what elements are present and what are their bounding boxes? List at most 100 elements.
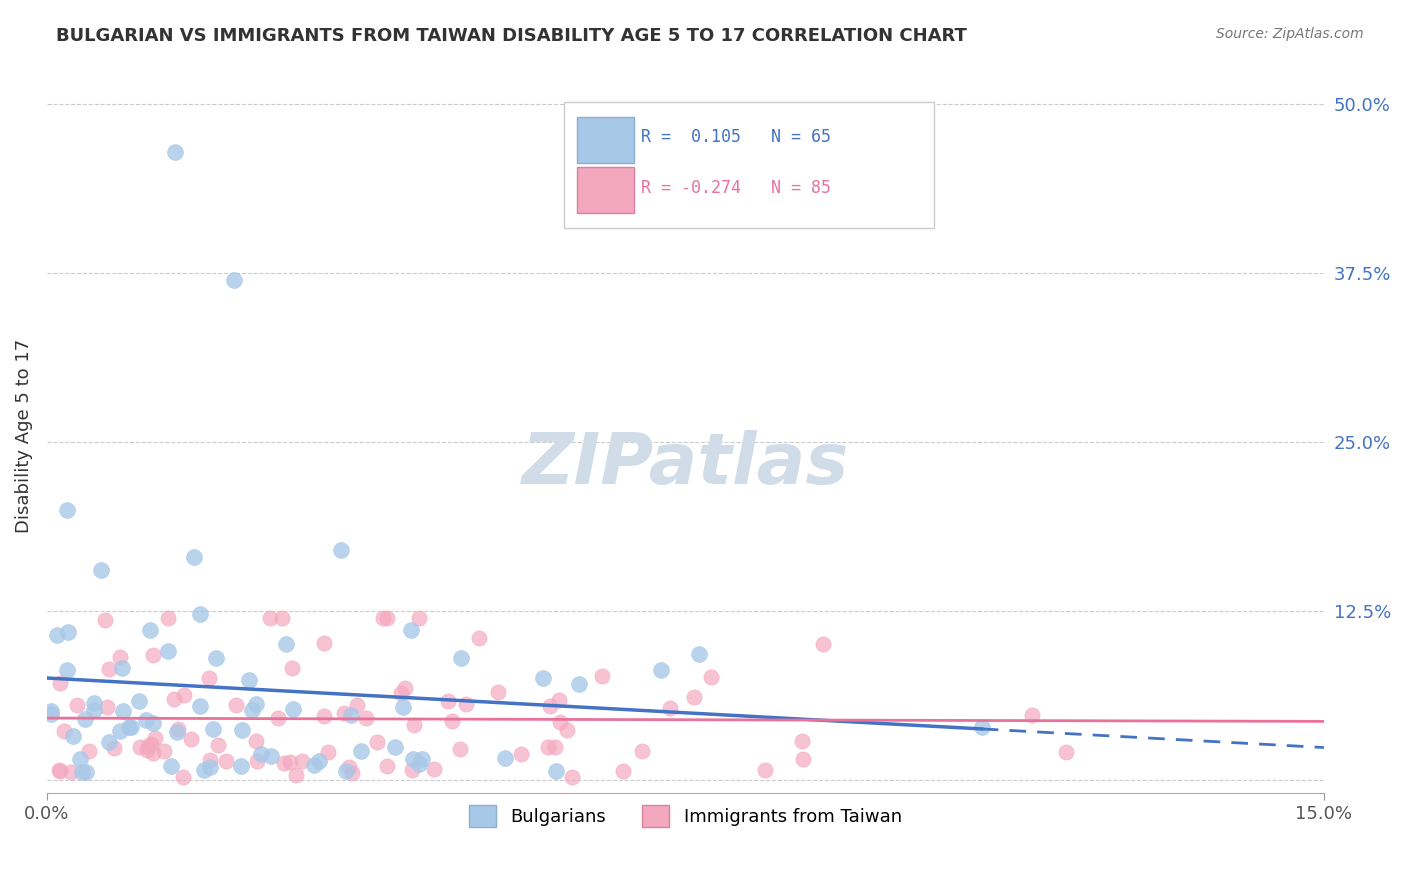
- Point: [166, 723, 188, 737]
- Point: [486, 685, 509, 699]
- Point: [142, 747, 165, 761]
- Legend: Bulgarians, Immigrants from Taiwan: Bulgarians, Immigrants from Taiwan: [461, 798, 910, 834]
- Point: [792, 733, 814, 747]
- Point: [172, 770, 194, 784]
- Point: [449, 741, 471, 756]
- Point: [198, 760, 221, 774]
- Point: [143, 731, 166, 745]
- Point: [49, 764, 72, 778]
- Point: [316, 745, 339, 759]
- Point: [52, 723, 75, 738]
- Point: [163, 145, 186, 159]
- Point: [224, 273, 246, 287]
- Point: [56, 663, 79, 677]
- Point: [389, 685, 412, 699]
- Point: [394, 681, 416, 696]
- Point: [110, 650, 132, 665]
- Point: [273, 756, 295, 770]
- Point: [537, 740, 560, 755]
- Point: [120, 720, 142, 734]
- Point: [39, 704, 62, 718]
- Point: [509, 747, 531, 761]
- Point: [548, 693, 571, 707]
- Point: [77, 744, 100, 758]
- Point: [180, 732, 202, 747]
- Point: [157, 644, 180, 658]
- Point: [66, 698, 89, 712]
- Point: [392, 699, 415, 714]
- Point: [754, 763, 776, 777]
- Point: [83, 696, 105, 710]
- Point: [136, 743, 159, 757]
- Point: [59, 765, 82, 780]
- Point: [366, 735, 388, 749]
- Point: [46, 628, 69, 642]
- Point: [139, 624, 162, 638]
- FancyBboxPatch shape: [564, 103, 935, 227]
- Point: [83, 703, 105, 717]
- Point: [240, 703, 263, 717]
- Point: [142, 716, 165, 731]
- Point: [631, 744, 654, 758]
- Point: [494, 751, 516, 765]
- Point: [118, 721, 141, 735]
- Point: [408, 611, 430, 625]
- Point: [188, 607, 211, 622]
- Point: [138, 739, 160, 753]
- Point: [342, 765, 364, 780]
- Point: [688, 648, 710, 662]
- Point: [225, 698, 247, 712]
- Point: [245, 697, 267, 711]
- Point: [544, 740, 567, 755]
- Point: [440, 714, 463, 728]
- Point: [650, 664, 672, 678]
- Text: ZIPatlas: ZIPatlas: [522, 430, 849, 499]
- FancyBboxPatch shape: [576, 167, 634, 213]
- Point: [970, 720, 993, 734]
- Point: [591, 669, 613, 683]
- Point: [284, 768, 307, 782]
- Point: [531, 671, 554, 685]
- Point: [375, 611, 398, 625]
- Point: [340, 708, 363, 723]
- Point: [561, 770, 583, 784]
- Point: [103, 741, 125, 756]
- Point: [48, 675, 70, 690]
- Point: [682, 690, 704, 704]
- Point: [55, 502, 77, 516]
- Point: [188, 698, 211, 713]
- Point: [329, 543, 352, 558]
- Point: [658, 701, 681, 715]
- Point: [231, 723, 253, 737]
- Point: [813, 637, 835, 651]
- Point: [302, 757, 325, 772]
- Point: [229, 758, 252, 772]
- Point: [699, 669, 721, 683]
- Point: [399, 624, 422, 638]
- Point: [375, 758, 398, 772]
- Point: [193, 763, 215, 777]
- Point: [423, 763, 446, 777]
- Point: [402, 718, 425, 732]
- Point: [308, 754, 330, 768]
- Point: [456, 697, 478, 711]
- Point: [333, 706, 356, 721]
- Point: [350, 744, 373, 758]
- Point: [70, 764, 93, 779]
- Point: [238, 673, 260, 687]
- Point: [153, 744, 176, 758]
- Text: R = -0.274   N = 85: R = -0.274 N = 85: [641, 179, 831, 197]
- Point: [335, 764, 357, 779]
- Point: [291, 754, 314, 768]
- Point: [75, 764, 97, 779]
- Text: R =  0.105   N = 65: R = 0.105 N = 65: [641, 128, 831, 146]
- Point: [436, 694, 458, 708]
- Point: [160, 759, 183, 773]
- Point: [337, 760, 360, 774]
- Point: [538, 699, 561, 714]
- Point: [401, 763, 423, 777]
- Point: [142, 648, 165, 663]
- Point: [274, 637, 297, 651]
- Point: [245, 734, 267, 748]
- Point: [371, 611, 394, 625]
